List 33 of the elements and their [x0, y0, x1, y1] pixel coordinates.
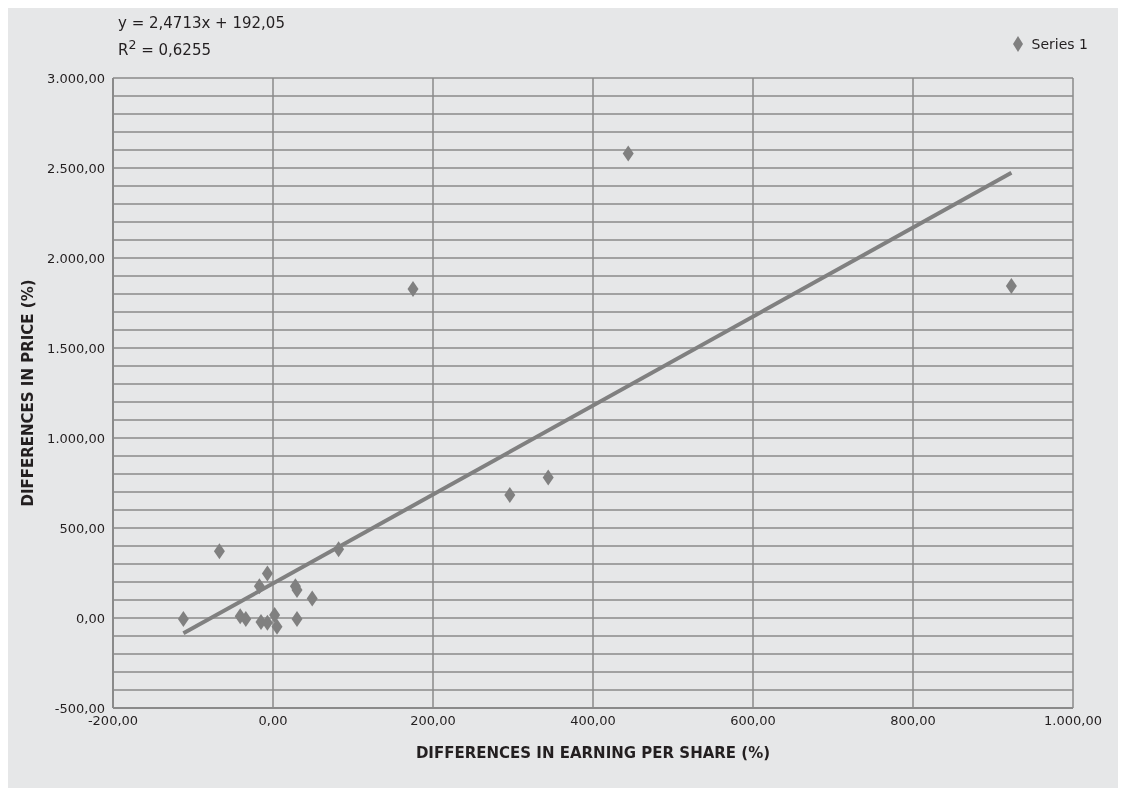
legend-label: Series 1 — [1030, 36, 1088, 52]
point — [213, 543, 225, 560]
x-tick-label: 1.000,00 — [1044, 713, 1102, 729]
y-axis-title: DIFFERENCES IN PRICE (%) — [19, 279, 38, 507]
point — [1005, 278, 1017, 295]
point — [177, 610, 189, 627]
point — [504, 487, 516, 504]
point — [542, 469, 554, 486]
x-tick-label: 600,00 — [730, 713, 776, 729]
x-tick-label: 0,00 — [258, 713, 288, 729]
point — [622, 145, 634, 162]
text: y = 2,4713x + 192,05 — [118, 13, 285, 34]
point — [306, 590, 318, 607]
point — [240, 610, 252, 627]
x-tick-label: 800,00 — [890, 713, 936, 729]
point — [407, 280, 419, 297]
y-tick-label: 2.500,00 — [47, 160, 105, 176]
x-axis-title: DIFFERENCES IN EARNING PER SHARE (%) — [415, 744, 771, 762]
text: R$^{2}$ = 0,6255 — [118, 36, 212, 61]
y-tick-label: 0,00 — [76, 610, 105, 626]
y-tick-label: 2.000,00 — [47, 250, 105, 266]
point — [269, 607, 281, 624]
y-tick-label: 500,00 — [59, 520, 105, 536]
y-tick-label: 3.000,00 — [47, 70, 105, 86]
x-tick-label: 400,00 — [570, 713, 616, 729]
point — [291, 610, 303, 627]
x-tick-label: 200,00 — [410, 713, 456, 729]
y-tick-label: 1.500,00 — [47, 340, 105, 356]
y-tick-label: 1.000,00 — [47, 430, 105, 446]
point — [261, 565, 273, 582]
point — [271, 618, 283, 635]
x-tick-label: -200,00 — [87, 713, 139, 729]
y-tick-label: -500,00 — [54, 700, 105, 716]
